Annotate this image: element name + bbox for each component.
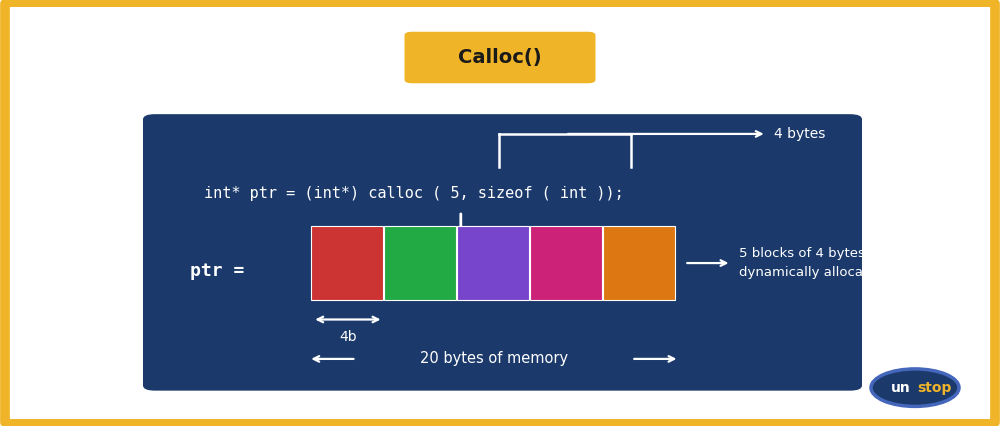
Bar <box>603 226 675 300</box>
Text: ptr =: ptr = <box>190 262 244 280</box>
Text: 5 blocks of 4 bytes each is
dynamically allocated to ptr: 5 blocks of 4 bytes each is dynamically … <box>739 247 926 279</box>
Text: Calloc(): Calloc() <box>458 48 542 67</box>
Text: 4b: 4b <box>339 330 357 344</box>
Bar <box>311 226 383 300</box>
Bar <box>457 226 529 300</box>
FancyBboxPatch shape <box>143 114 862 391</box>
Text: stop: stop <box>917 381 951 394</box>
Text: 20 bytes of memory: 20 bytes of memory <box>420 351 568 366</box>
Bar <box>530 226 602 300</box>
FancyBboxPatch shape <box>5 2 995 424</box>
Text: int* ptr = (int*) calloc ( 5, sizeof ( int ));: int* ptr = (int*) calloc ( 5, sizeof ( i… <box>204 186 623 201</box>
Circle shape <box>871 369 959 406</box>
FancyBboxPatch shape <box>404 32 595 83</box>
Bar <box>384 226 456 300</box>
Text: un: un <box>891 381 911 394</box>
Text: 4 bytes: 4 bytes <box>774 127 825 141</box>
